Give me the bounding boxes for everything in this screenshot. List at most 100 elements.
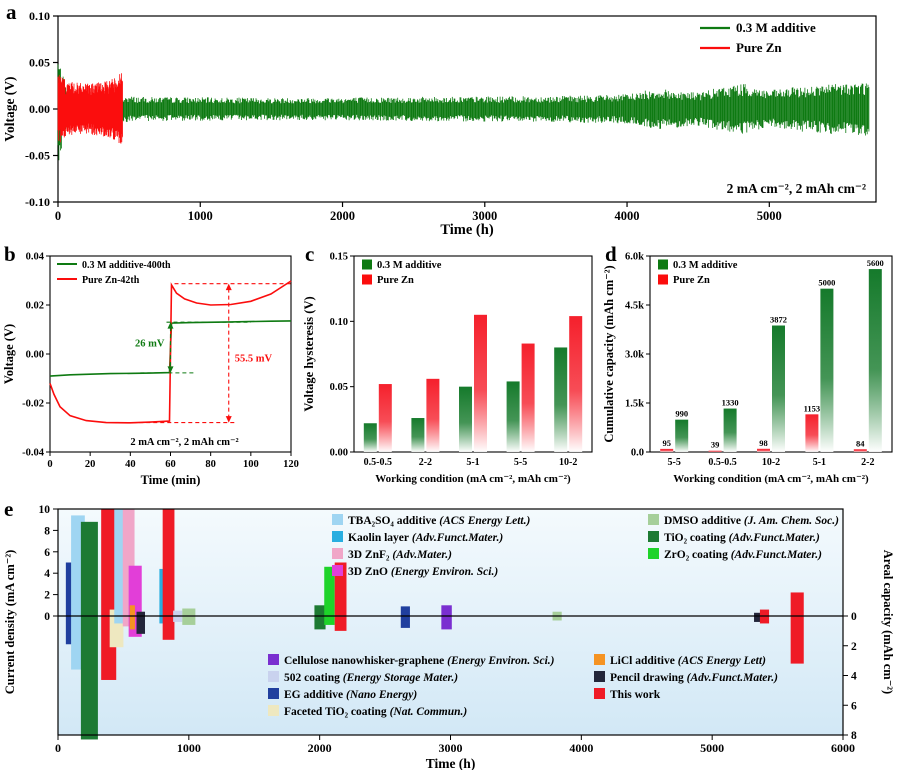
- svg-text:-0.02: -0.02: [22, 399, 44, 410]
- svg-text:TiO₂ coating (Adv.Funct.Mater: TiO₂ coating (Adv.Funct.Mater.): [664, 532, 820, 544]
- svg-text:1.5k: 1.5k: [625, 399, 644, 410]
- svg-text:26 mV: 26 mV: [135, 339, 165, 350]
- svg-text:-0.05: -0.05: [25, 149, 50, 163]
- svg-text:0.10: 0.10: [29, 9, 50, 23]
- svg-text:8: 8: [44, 525, 50, 537]
- svg-text:20: 20: [85, 459, 96, 470]
- literature-comparison-chart: 0 1000 2000 3000 4000 5000 6000 0 2 4 6 8 10 0 2 4 6 8 TBA…: [3, 504, 895, 770]
- cumulative-capacity-chart: 0.0 1.5k 3.0k 4.5k 6.0k 5-5 95 990 0.5-0.5 39 1330…: [602, 252, 893, 485]
- svg-text:502 coating (Energy Storage M: 502 coating (Energy Storage Mater.): [284, 672, 458, 684]
- svg-text:0.05: 0.05: [330, 382, 348, 393]
- svg-text:3D ZnO (Energy Environ. Sci.): 3D ZnO (Energy Environ. Sci.): [348, 566, 498, 578]
- svg-text:0: 0: [851, 611, 857, 623]
- svg-text:Voltage (V): Voltage (V): [2, 76, 17, 141]
- svg-text:Kaolin layer (Adv.Funct.Mater: Kaolin layer (Adv.Funct.Mater.): [348, 532, 503, 544]
- svg-text:84: 84: [856, 438, 865, 448]
- svg-text:3.0k: 3.0k: [625, 350, 644, 361]
- svg-text:0.5-0.5: 0.5-0.5: [708, 457, 736, 468]
- svg-text:Faceted TiO₂ coating (Nat. Co: Faceted TiO₂ coating (Nat. Commun.): [284, 706, 467, 718]
- svg-text:EG additive (Nano Energy): EG additive (Nano Energy): [284, 689, 417, 701]
- svg-text:0.3 M additive: 0.3 M additive: [736, 20, 816, 35]
- svg-text:3000: 3000: [439, 741, 463, 755]
- svg-text:-0.04: -0.04: [22, 448, 45, 459]
- svg-text:3D ZnF₂ (Adv.Mater.): 3D ZnF₂ (Adv.Mater.): [348, 549, 452, 561]
- svg-text:Working condition (mA cm⁻², mA: Working condition (mA cm⁻², mAh cm⁻²): [375, 473, 571, 485]
- svg-text:60: 60: [165, 459, 176, 470]
- svg-text:0.10: 0.10: [330, 317, 348, 328]
- svg-text:6: 6: [44, 547, 50, 559]
- svg-text:5000: 5000: [818, 278, 835, 288]
- svg-text:5600: 5600: [867, 258, 884, 268]
- svg-text:4000: 4000: [615, 209, 640, 223]
- svg-text:2: 2: [44, 590, 50, 602]
- svg-text:Voltage (V): Voltage (V): [2, 324, 16, 384]
- svg-text:2000: 2000: [308, 741, 332, 755]
- svg-text:Cellulose nanowhisker-graphene: Cellulose nanowhisker-graphene (Energy E…: [284, 655, 555, 667]
- voltage-profile-chart: 0 20 40 60 80 100 120 0.04 0.02 0.00 -0.02 -0.04 0.3…: [2, 252, 299, 488]
- svg-text:5000: 5000: [700, 741, 724, 755]
- svg-text:0.3 M additive: 0.3 M additive: [673, 260, 738, 271]
- svg-text:0.0: 0.0: [631, 448, 644, 459]
- svg-text:5000: 5000: [757, 209, 782, 223]
- svg-text:5-1: 5-1: [466, 457, 479, 468]
- svg-text:120: 120: [283, 459, 299, 470]
- svg-text:0.00: 0.00: [330, 448, 348, 459]
- svg-text:5-5: 5-5: [514, 457, 527, 468]
- svg-text:100: 100: [243, 459, 259, 470]
- svg-text:10-2: 10-2: [762, 457, 780, 468]
- svg-text:Pure Zn: Pure Zn: [673, 275, 710, 286]
- voltage-hysteresis-chart: 0.00 0.05 0.10 0.15 0.5-0.5 2-2 5-1 5-5 10-2 0.3 …: [302, 252, 593, 485]
- svg-text:2-2: 2-2: [419, 457, 432, 468]
- svg-text:Time (min): Time (min): [141, 473, 201, 487]
- svg-text:LiCl additive (ACS Energy Let: LiCl additive (ACS Energy Lett): [610, 655, 766, 667]
- svg-text:39: 39: [711, 440, 720, 450]
- svg-text:Pure Zn: Pure Zn: [377, 275, 414, 286]
- panel-d-label: d: [605, 242, 617, 266]
- svg-text:2000: 2000: [330, 209, 355, 223]
- svg-text:1000: 1000: [177, 741, 201, 755]
- svg-text:Pencil drawing (Adv.Funct.Mat: Pencil drawing (Adv.Funct.Mater.): [610, 672, 778, 684]
- svg-text:10: 10: [39, 504, 51, 516]
- svg-text:4000: 4000: [569, 741, 593, 755]
- svg-text:0.15: 0.15: [330, 252, 348, 263]
- svg-text:Pure Zn: Pure Zn: [736, 40, 782, 55]
- svg-text:0.00: 0.00: [29, 102, 50, 116]
- svg-text:0.3 M additive-400th: 0.3 M additive-400th: [82, 260, 171, 271]
- svg-text:95: 95: [662, 438, 671, 448]
- svg-text:2: 2: [851, 641, 857, 653]
- svg-text:0.04: 0.04: [26, 252, 45, 263]
- svg-text:0: 0: [55, 209, 61, 223]
- svg-text:55.5 mV: 55.5 mV: [235, 353, 273, 364]
- svg-text:Areal capacity (mAh cm⁻²): Areal capacity (mAh cm⁻²): [881, 550, 895, 694]
- svg-text:990: 990: [675, 409, 688, 419]
- svg-text:8: 8: [851, 730, 857, 742]
- svg-text:4: 4: [851, 671, 857, 683]
- svg-text:0: 0: [44, 611, 50, 623]
- cycling-stability-chart: 0 1000 2000 3000 4000 5000 0.10 0.05 0.00 -0.05 -0…: [2, 9, 877, 238]
- svg-text:4: 4: [44, 568, 50, 580]
- svg-text:Time (h): Time (h): [440, 222, 493, 238]
- svg-text:3000: 3000: [472, 209, 497, 223]
- svg-text:10-2: 10-2: [559, 457, 577, 468]
- svg-text:0.02: 0.02: [26, 301, 44, 312]
- svg-text:6000: 6000: [831, 741, 855, 755]
- svg-text:1000: 1000: [188, 209, 213, 223]
- svg-text:DMSO additive (J. Am. Chem. S: DMSO additive (J. Am. Chem. Soc.): [664, 515, 839, 527]
- svg-text:2-2: 2-2: [861, 457, 874, 468]
- svg-text:40: 40: [125, 459, 136, 470]
- svg-text:5-5: 5-5: [668, 457, 681, 468]
- svg-text:0.05: 0.05: [29, 56, 50, 70]
- svg-text:0: 0: [55, 741, 61, 755]
- svg-text:0.00: 0.00: [26, 350, 44, 361]
- svg-text:3872: 3872: [770, 315, 787, 325]
- svg-text:-0.10: -0.10: [25, 195, 50, 209]
- svg-text:This work: This work: [610, 689, 661, 701]
- svg-text:2 mA cm⁻², 2 mAh cm⁻²: 2 mA cm⁻², 2 mAh cm⁻²: [130, 437, 238, 448]
- panel-c-label: c: [305, 242, 315, 266]
- svg-text:Cumulative capacity (mAh cm⁻²): Cumulative capacity (mAh cm⁻²): [602, 265, 616, 442]
- svg-text:0: 0: [47, 459, 52, 470]
- svg-text:0.5-0.5: 0.5-0.5: [364, 457, 392, 468]
- svg-text:98: 98: [759, 438, 768, 448]
- svg-text:1153: 1153: [804, 403, 821, 413]
